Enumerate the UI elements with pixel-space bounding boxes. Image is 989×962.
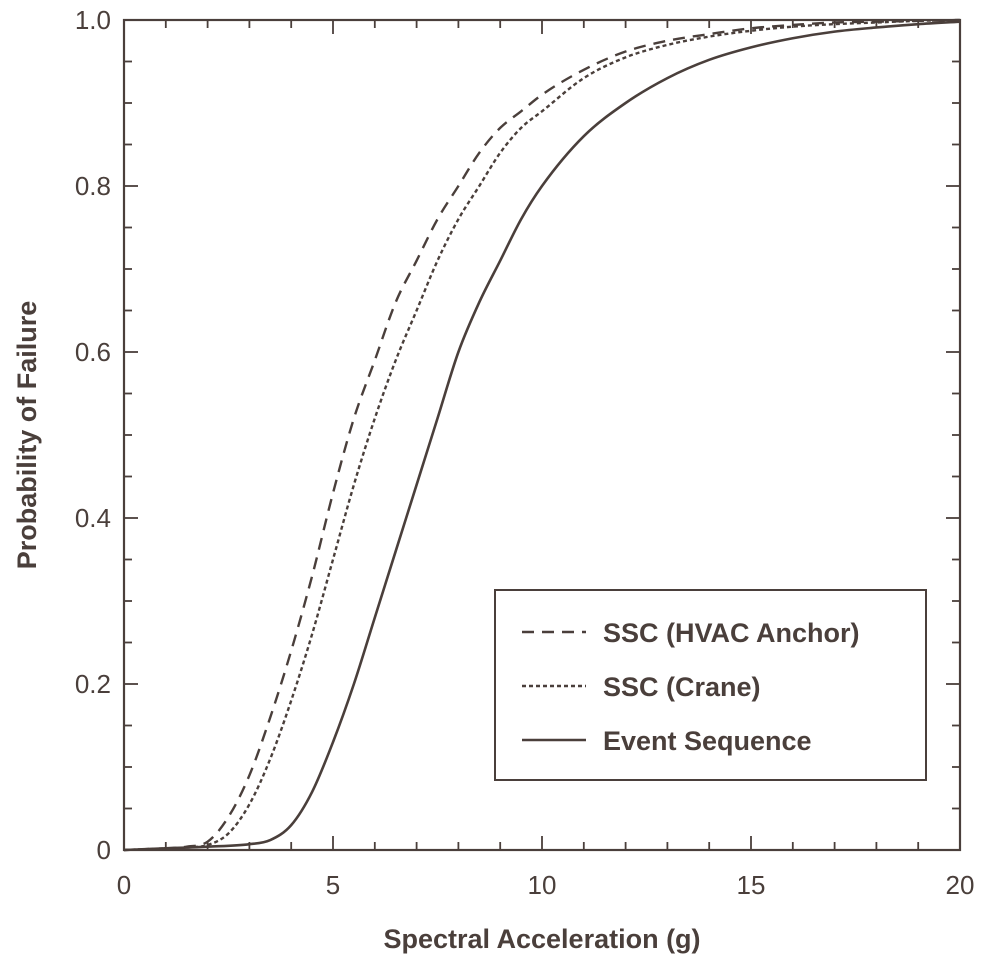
series-line-ssc-hvac-anchor [123, 18, 961, 852]
x-tick-label: 20 [946, 870, 975, 900]
y-tick-label: 0.8 [75, 171, 111, 201]
legend-label-hvac-anchor: SSC (HVAC Anchor) [603, 618, 860, 648]
x-tick-label: 15 [737, 870, 766, 900]
series-line-ssc-crane [123, 18, 961, 852]
legend-label-crane: SSC (Crane) [603, 672, 761, 702]
y-axis-title: Probability of Failure [12, 301, 42, 570]
x-tick-label: 0 [117, 870, 131, 900]
y-tick-labels: 0 0.2 0.4 0.6 0.8 1.0 [75, 5, 111, 865]
y-tick-label: 0 [97, 835, 111, 865]
x-tick-labels: 0 5 10 15 20 [117, 870, 975, 900]
legend-label-event-sequence: Event Sequence [603, 726, 812, 756]
series-line-event-sequence [123, 20, 961, 852]
x-tick-label: 10 [528, 870, 557, 900]
y-tick-label: 0.6 [75, 337, 111, 367]
legend: SSC (HVAC Anchor) SSC (Crane) Event Sequ… [494, 589, 927, 781]
y-tick-label: 1.0 [75, 5, 111, 35]
plot-frame [122, 18, 962, 852]
y-tick-label: 0.4 [75, 503, 111, 533]
x-tick-label: 5 [326, 870, 340, 900]
chart-series [123, 18, 961, 852]
y-tick-label: 0.2 [75, 669, 111, 699]
x-axis-title: Spectral Acceleration (g) [383, 924, 700, 954]
